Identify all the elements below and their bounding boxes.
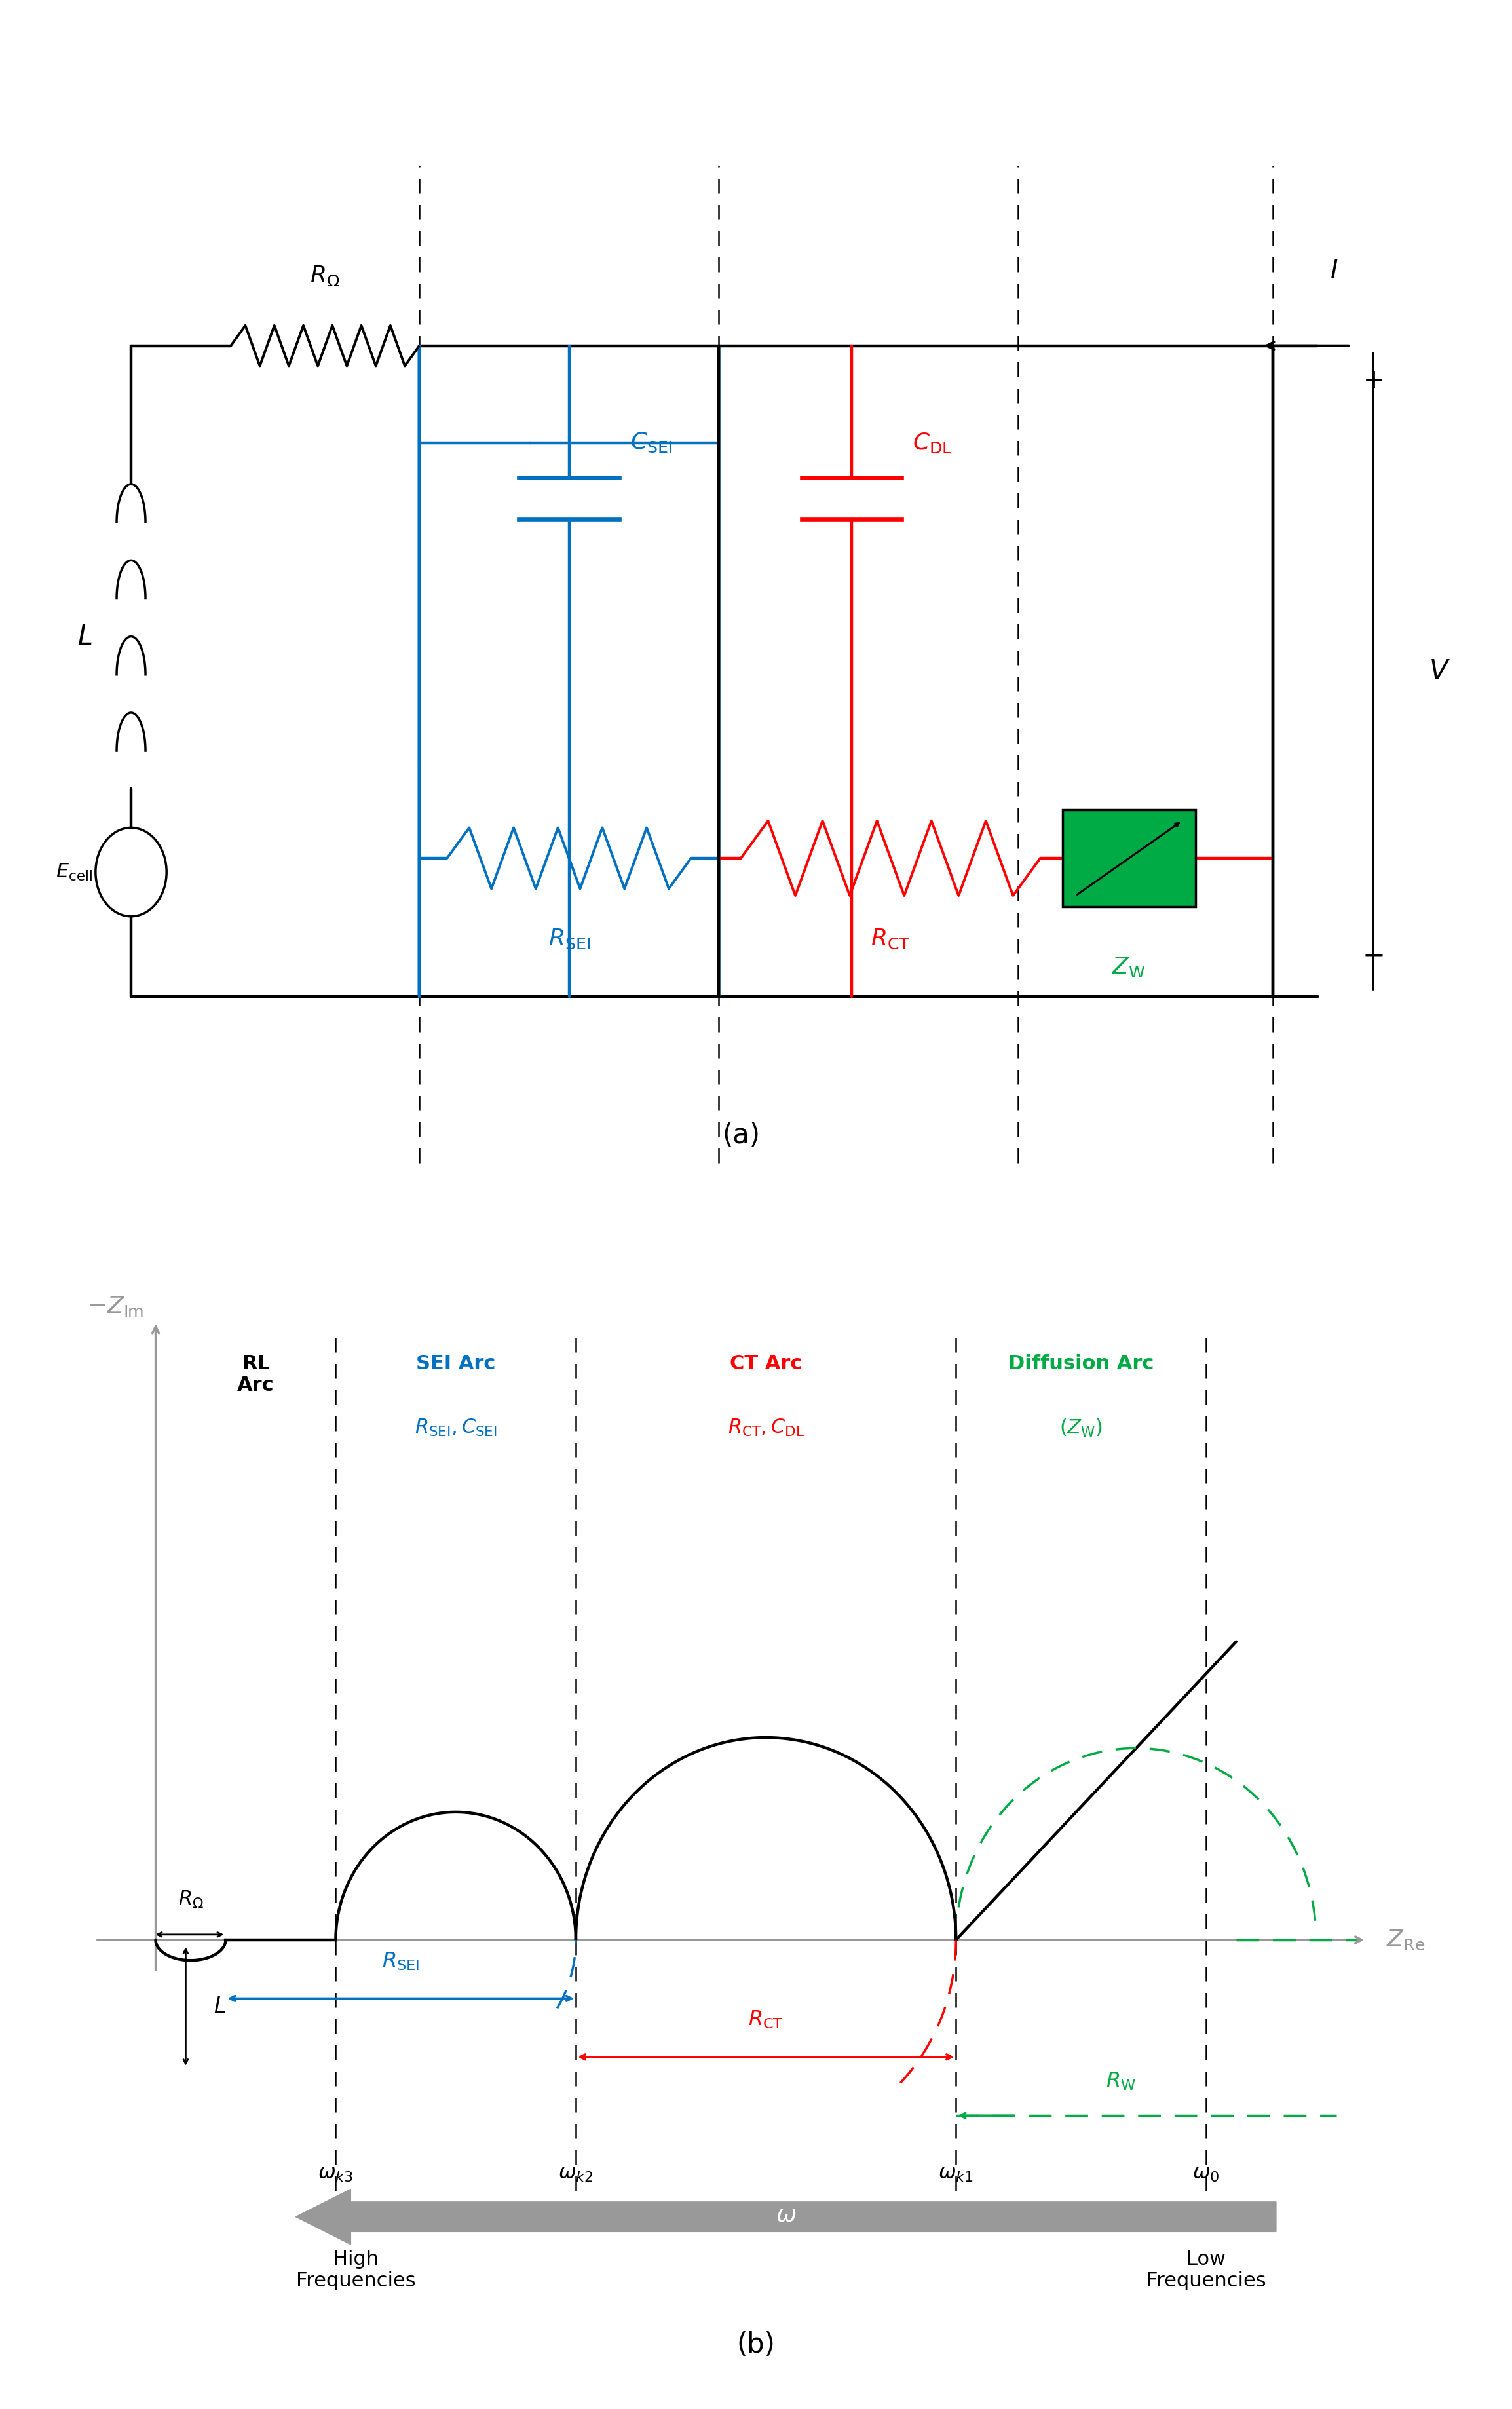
- Text: $R_{\rm CT}, C_{\rm DL}$: $R_{\rm CT}, C_{\rm DL}$: [727, 1419, 804, 1438]
- Text: $C_{\rm DL}$: $C_{\rm DL}$: [913, 431, 953, 455]
- Text: $+$: $+$: [1362, 369, 1383, 393]
- Text: $C_{\rm SEI}$: $C_{\rm SEI}$: [631, 431, 673, 455]
- Text: $E_{\rm cell}$: $E_{\rm cell}$: [56, 862, 92, 882]
- Text: $\omega_{k3}$: $\omega_{k3}$: [318, 2163, 354, 2185]
- Text: $R_{\rm SEI}, C_{\rm SEI}$: $R_{\rm SEI}, C_{\rm SEI}$: [414, 1419, 497, 1438]
- Text: $L$: $L$: [77, 624, 92, 650]
- Text: $\omega_0$: $\omega_0$: [1193, 2163, 1220, 2185]
- Text: $R_{\rm W}$: $R_{\rm W}$: [1107, 2072, 1136, 2091]
- Text: $R_{\rm SEI}$: $R_{\rm SEI}$: [383, 1951, 419, 1973]
- Text: $-Z_{\rm Im}$: $-Z_{\rm Im}$: [88, 1294, 144, 1318]
- Text: $V$: $V$: [1429, 658, 1450, 684]
- FancyBboxPatch shape: [1063, 809, 1196, 906]
- Text: $R_{\rm CT}$: $R_{\rm CT}$: [871, 927, 910, 952]
- Text: $I$: $I$: [1331, 260, 1338, 284]
- Text: $Z_{\rm W}$: $Z_{\rm W}$: [1111, 954, 1146, 978]
- Text: $Z_{\rm Re}$: $Z_{\rm Re}$: [1387, 1927, 1424, 1951]
- Text: $R_\Omega$: $R_\Omega$: [178, 1889, 203, 1910]
- Text: $\omega_{k2}$: $\omega_{k2}$: [558, 2163, 593, 2185]
- Text: Diffusion Arc: Diffusion Arc: [1009, 1354, 1154, 1373]
- Text: RL
Arc: RL Arc: [237, 1354, 274, 1395]
- Text: $R_{\rm CT}$: $R_{\rm CT}$: [748, 2009, 783, 2031]
- Text: $\omega$: $\omega$: [776, 2202, 797, 2226]
- Text: (a): (a): [721, 1123, 761, 1149]
- Text: $R_\Omega$: $R_\Omega$: [310, 265, 340, 287]
- Text: $-$: $-$: [1362, 942, 1383, 968]
- Text: High
Frequencies: High Frequencies: [296, 2250, 416, 2291]
- Text: Low
Frequencies: Low Frequencies: [1146, 2250, 1266, 2291]
- Text: $\omega_{k1}$: $\omega_{k1}$: [939, 2163, 974, 2185]
- Text: $(Z_{\rm W})$: $(Z_{\rm W})$: [1060, 1419, 1102, 1438]
- Text: $R_{\rm SEI}$: $R_{\rm SEI}$: [547, 927, 590, 952]
- FancyArrow shape: [296, 2190, 1276, 2245]
- Text: CT Arc: CT Arc: [730, 1354, 801, 1373]
- Text: (b): (b): [736, 2332, 776, 2358]
- Text: SEI Arc: SEI Arc: [416, 1354, 496, 1373]
- Text: $L$: $L$: [213, 1997, 225, 2016]
